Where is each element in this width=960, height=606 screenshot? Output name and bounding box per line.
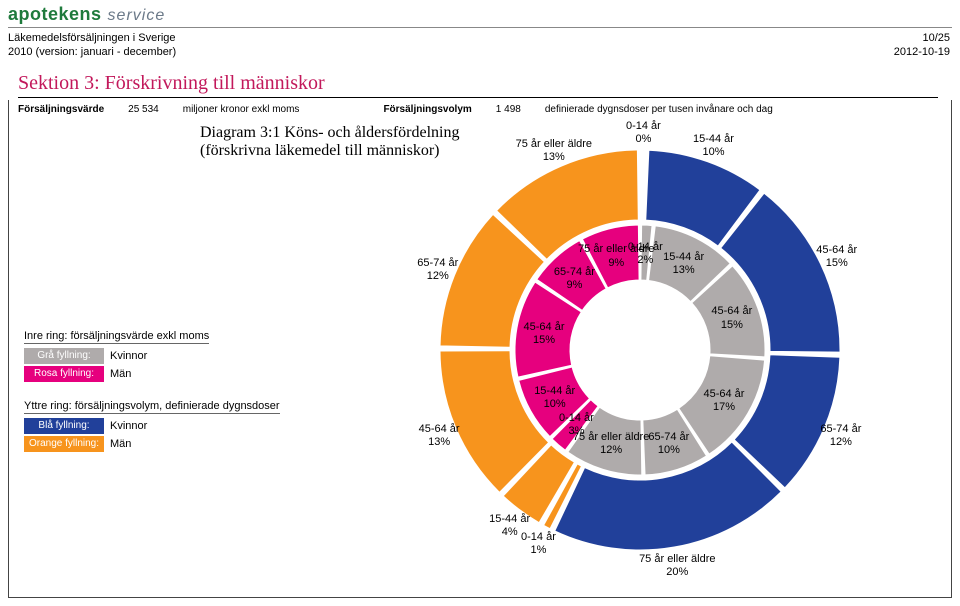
legend-outer-title: Yttre ring: försäljningsvolym, definiera… xyxy=(24,400,280,414)
slice-label: 75 år eller äldre13% xyxy=(514,138,594,164)
slice-label: 15-44 år10% xyxy=(673,133,753,159)
section-title: Sektion 3: Förskrivning till människor xyxy=(18,72,938,98)
slice-label: 45-64 år15% xyxy=(797,244,877,270)
legend-outer: Yttre ring: försäljningsvolym, definiera… xyxy=(24,400,364,454)
slice-label: 15-44 år10% xyxy=(515,385,595,411)
slice-label: 45-64 år15% xyxy=(692,305,772,331)
swatch-orange: Orange fyllning: xyxy=(24,436,104,452)
logo: apotekens service xyxy=(8,4,165,25)
slice-label: 45-64 år17% xyxy=(684,388,764,414)
legend-inner-title: Inre ring: försäljningsvärde exkl moms xyxy=(24,330,209,344)
slice-label: 45-64 år15% xyxy=(504,321,584,347)
brand: apotekens xyxy=(8,4,102,25)
page-number: 10/25 xyxy=(922,32,950,44)
legend-orange-val: Män xyxy=(110,438,131,450)
swatch-blue: Blå fyllning: xyxy=(24,418,104,434)
legend-blue-val: Kvinnor xyxy=(110,420,147,432)
legend-inner: Inre ring: försäljningsvärde exkl moms G… xyxy=(24,330,364,384)
diagram-title-l1: Diagram 3:1 Köns- och åldersfördelning xyxy=(200,124,459,141)
doc-subtitle-2: 2010 (version: januari - december) xyxy=(8,46,176,58)
slice-label: 0-14 år3% xyxy=(536,412,616,438)
doc-subtitle-1: Läkemedelsförsäljningen i Sverige xyxy=(8,32,176,44)
diagram-title-l2: (förskrivna läkemedel till människor) xyxy=(200,142,439,159)
donut-chart: 0-14 år0%15-44 år10%45-64 år15%65-74 år1… xyxy=(430,140,850,560)
legend-gray-val: Kvinnor xyxy=(110,350,147,362)
slice-label: 65-74 år12% xyxy=(398,257,478,283)
slice-label: 75 år eller äldre20% xyxy=(637,553,717,579)
slice-label: 0-14 år0% xyxy=(603,120,683,146)
slice-label: 65-74 år12% xyxy=(801,423,881,449)
brand-sub: service xyxy=(108,7,166,25)
swatch-gray: Grå fyllning: xyxy=(24,348,104,364)
header-rule xyxy=(8,27,952,28)
slice xyxy=(642,150,644,220)
page-date: 2012-10-19 xyxy=(894,46,950,58)
legend-rosa-val: Män xyxy=(110,368,131,380)
slice-label: 45-64 år13% xyxy=(399,423,479,449)
swatch-rosa: Rosa fyllning: xyxy=(24,366,104,382)
slice-label: 15-44 år4% xyxy=(470,513,550,539)
slice-label: 75 år eller äldre9% xyxy=(576,243,656,269)
